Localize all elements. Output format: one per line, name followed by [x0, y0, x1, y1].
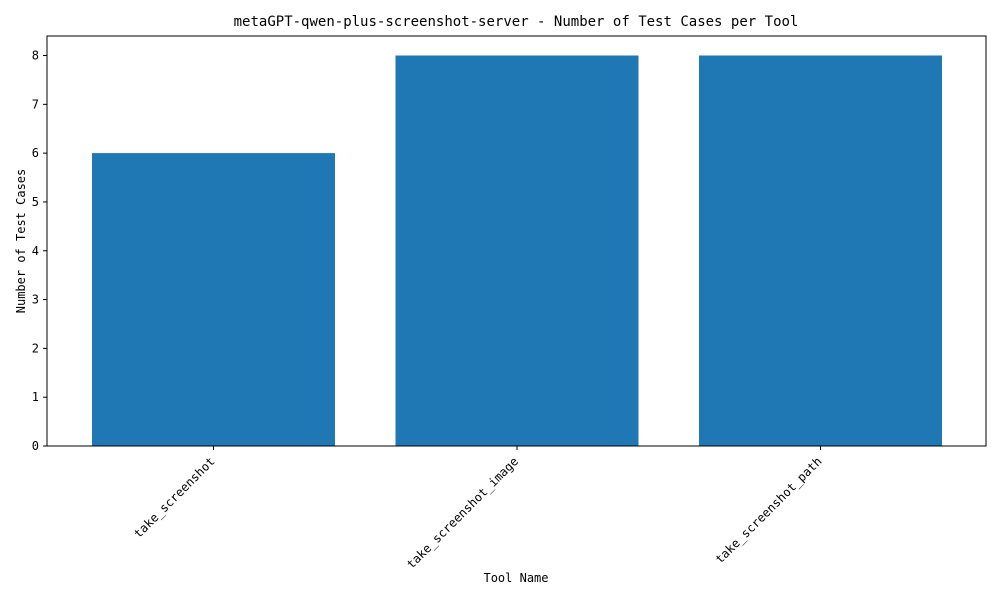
y-tick-label: 7 [32, 97, 39, 111]
y-axis-label: Number of Test Cases [14, 169, 28, 314]
y-ticks: 0 1 2 3 4 5 6 7 8 [32, 49, 47, 453]
y-tick-label: 3 [32, 293, 39, 307]
y-tick-label: 0 [32, 439, 39, 453]
bar-take_screenshot_path [699, 55, 942, 446]
bars-layer [92, 55, 942, 446]
x-axis-label: Tool Name [483, 571, 548, 585]
chart-title: metaGPT-qwen-plus-screenshot-server - Nu… [234, 14, 799, 30]
bar-take_screenshot [92, 153, 335, 446]
x-tick-label: take_screenshot [131, 454, 218, 541]
y-tick-label: 6 [32, 146, 39, 160]
y-tick-label: 4 [32, 244, 39, 258]
y-tick-label: 2 [32, 341, 39, 355]
y-tick-label: 5 [32, 195, 39, 209]
y-tick-label: 1 [32, 390, 39, 404]
x-tick-label: take_screenshot_image [404, 454, 521, 571]
bar-take_screenshot_image [395, 55, 639, 446]
y-tick-label: 8 [32, 49, 39, 63]
x-tick-label: take_screenshot_path [713, 454, 825, 566]
x-ticks: take_screenshot take_screenshot_image take… [131, 446, 825, 571]
